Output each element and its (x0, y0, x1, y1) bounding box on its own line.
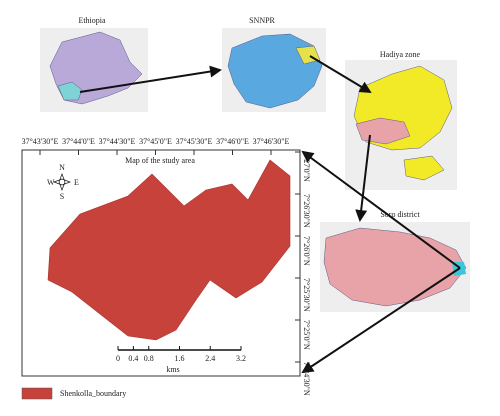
panel-label: Hadiya zone (380, 50, 421, 59)
lat-label: 7°25'0"N (302, 320, 311, 350)
arrow (355, 134, 371, 222)
scale-label: 3.2 (236, 354, 246, 363)
panel-label: Soro district (380, 210, 420, 219)
compass-w: W (47, 178, 55, 187)
lon-label: 37°43'30"E (22, 137, 59, 146)
arrow (309, 55, 372, 94)
compass-e: E (74, 178, 79, 187)
lon-label: 37°46'0"E (216, 137, 249, 146)
lon-label: 37°44'0"E (62, 137, 95, 146)
lon-label: 37°44'30"E (99, 137, 136, 146)
compass: N S E W (47, 163, 79, 201)
arrow (79, 65, 222, 93)
compass-n: N (59, 163, 65, 172)
legend-label: Shenkolla_boundary (60, 389, 126, 398)
snnpr-highlight (57, 81, 83, 101)
scale-bar: 0 0.4 0.8 1.6 2.4 3.2 (116, 346, 246, 363)
scale-label: 1.6 (175, 354, 185, 363)
lon-label: 37°45'0"E (139, 137, 172, 146)
arrow (301, 267, 461, 374)
scale-label: 0.8 (144, 354, 154, 363)
panel-label: SNNPR (249, 16, 275, 25)
scale-label: 2.4 (205, 354, 215, 363)
lat-label: 7°25'30"N (302, 278, 311, 312)
compass-s: S (60, 192, 64, 201)
lon-label: 37°45'30"E (176, 137, 213, 146)
scale-label: 0 (116, 354, 120, 363)
hadiya-shape (403, 155, 445, 181)
lat-label: 7°26'0"N (302, 236, 311, 266)
legend-swatch (21, 387, 53, 400)
scale-label: 0.4 (128, 354, 138, 363)
study-area (47, 159, 291, 341)
lat-label: 7°27'0"N (302, 152, 311, 182)
panel-label: Ethiopia (78, 16, 106, 25)
map-title: Map of the study area (125, 156, 195, 165)
lon-label: 37°46'30"E (253, 137, 290, 146)
compass-rose (53, 173, 71, 191)
scale-unit: kms (166, 365, 179, 374)
lat-label: 7°26'30"N (302, 194, 311, 228)
lat-label: 7°24'30"N (302, 362, 311, 396)
arrow (301, 150, 461, 269)
